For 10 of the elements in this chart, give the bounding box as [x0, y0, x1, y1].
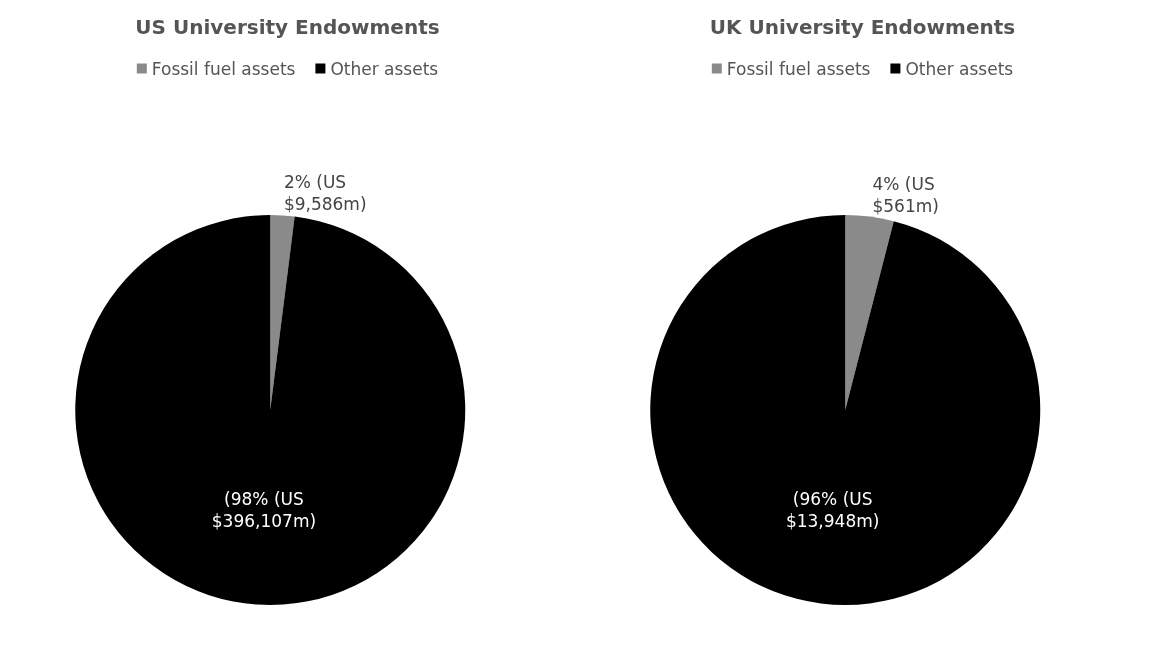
legend-label: Fossil fuel assets — [151, 58, 296, 79]
legend-label: Other assets — [905, 58, 1014, 79]
data-label: 2% (US $9,586m) — [283, 172, 367, 215]
data-label: (98% (US $396,107m) — [211, 489, 317, 532]
data-label: (96% (US $13,948m) — [785, 488, 880, 531]
chart-title: UK University Endowments — [709, 15, 1016, 39]
data-label: 4% (US $561m) — [872, 173, 939, 216]
chart-title: US University Endowments — [135, 15, 440, 39]
legend-label: Other assets — [330, 58, 439, 79]
legend-label: Fossil fuel assets — [726, 58, 871, 79]
